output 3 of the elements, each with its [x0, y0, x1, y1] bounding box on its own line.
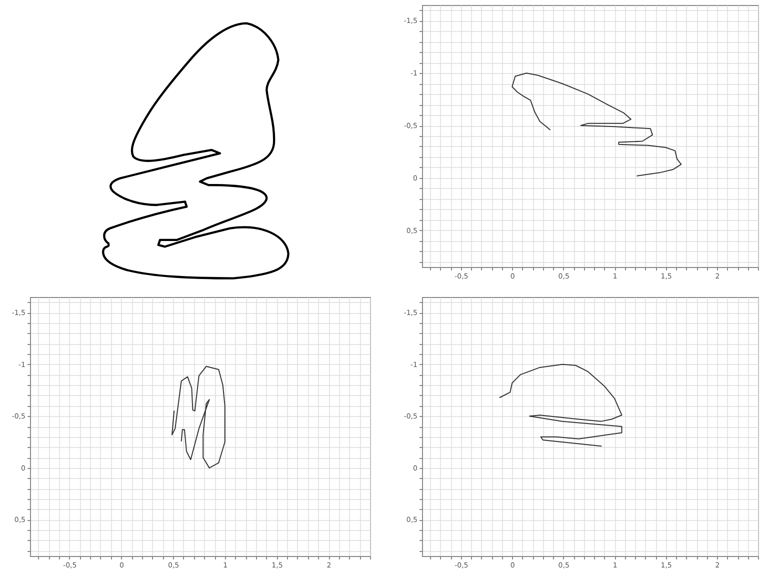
line-series: [499, 364, 622, 447]
line-series: [172, 366, 226, 468]
line-series: [512, 72, 682, 176]
